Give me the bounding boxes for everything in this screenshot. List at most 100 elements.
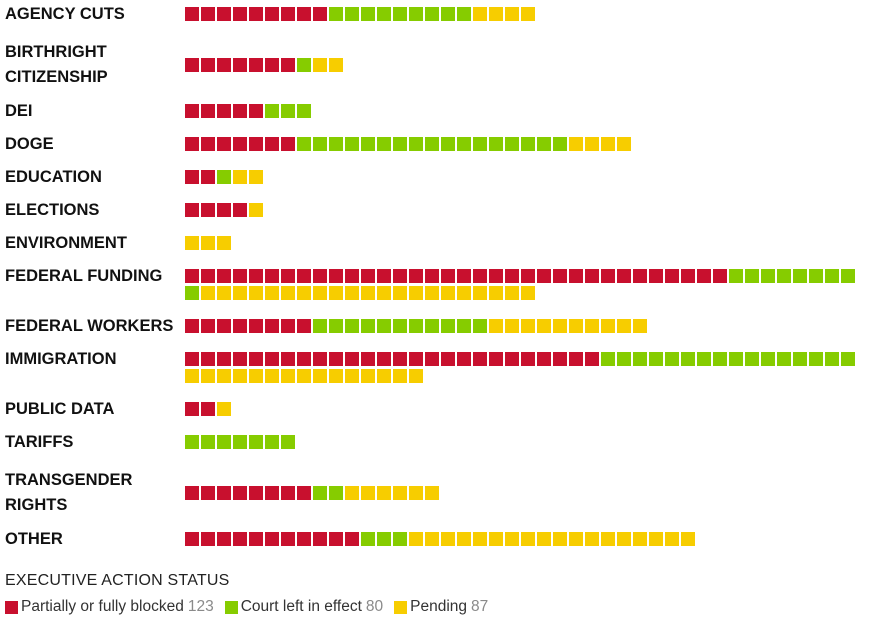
waffle-square-blocked bbox=[265, 486, 279, 500]
waffle-square-effect bbox=[761, 269, 775, 283]
waffle-square-effect bbox=[841, 352, 855, 366]
waffle-square-effect bbox=[377, 532, 391, 546]
waffle-square-effect bbox=[377, 137, 391, 151]
waffle-square-pending bbox=[489, 286, 503, 300]
waffle-square-effect bbox=[377, 7, 391, 21]
waffle-square-blocked bbox=[537, 269, 551, 283]
waffle-square-pending bbox=[473, 7, 487, 21]
waffle-square-blocked bbox=[185, 402, 199, 416]
waffle-square-blocked bbox=[281, 269, 295, 283]
waffle-square-pending bbox=[329, 58, 343, 72]
waffle-square-blocked bbox=[265, 137, 279, 151]
waffle-square-blocked bbox=[233, 58, 247, 72]
waffle-square-blocked bbox=[217, 58, 231, 72]
waffle-square-blocked bbox=[393, 269, 407, 283]
waffle-square-pending bbox=[393, 286, 407, 300]
waffle-square-blocked bbox=[665, 269, 679, 283]
waffle-square-pending bbox=[297, 286, 311, 300]
waffle-square-pending bbox=[377, 286, 391, 300]
waffle-square-blocked bbox=[233, 486, 247, 500]
waffle-square-effect bbox=[313, 137, 327, 151]
waffle-square-pending bbox=[281, 369, 295, 383]
waffle-square-pending bbox=[601, 319, 615, 333]
waffle-square-blocked bbox=[473, 352, 487, 366]
waffle-square-effect bbox=[633, 352, 647, 366]
category-label: TRANSGENDER RIGHTS bbox=[5, 468, 132, 518]
waffle-square-effect bbox=[249, 435, 263, 449]
waffle-square-blocked bbox=[249, 352, 263, 366]
waffle-square-blocked bbox=[553, 352, 567, 366]
waffle-square-blocked bbox=[697, 269, 711, 283]
waffle-square-effect bbox=[233, 435, 247, 449]
waffle-square-pending bbox=[409, 532, 423, 546]
waffle-square-pending bbox=[345, 286, 359, 300]
waffle-square-pending bbox=[281, 286, 295, 300]
waffle-square-effect bbox=[361, 137, 375, 151]
waffle-square-blocked bbox=[185, 352, 199, 366]
waffle-square-blocked bbox=[233, 104, 247, 118]
waffle-square-pending bbox=[217, 369, 231, 383]
waffle-square-pending bbox=[521, 286, 535, 300]
waffle-square-blocked bbox=[441, 352, 455, 366]
waffle-square-effect bbox=[393, 319, 407, 333]
category-label: OTHER bbox=[5, 527, 63, 552]
waffle-square-blocked bbox=[297, 532, 311, 546]
waffle-square-effect bbox=[697, 352, 711, 366]
waffle-square-pending bbox=[617, 137, 631, 151]
waffle-square-pending bbox=[393, 369, 407, 383]
waffle-square-blocked bbox=[585, 269, 599, 283]
waffle-square-effect bbox=[281, 104, 295, 118]
waffle-square-pending bbox=[345, 369, 359, 383]
waffle-square-blocked bbox=[505, 352, 519, 366]
waffle-square-pending bbox=[201, 369, 215, 383]
waffle-square-pending bbox=[537, 532, 551, 546]
waffle-square-blocked bbox=[217, 203, 231, 217]
waffle-square-pending bbox=[425, 532, 439, 546]
category-label-line: TRANSGENDER bbox=[5, 471, 133, 489]
waffle-square-pending bbox=[313, 286, 327, 300]
waffle-square-effect bbox=[297, 137, 311, 151]
waffle-square-blocked bbox=[201, 7, 215, 21]
waffle-square-blocked bbox=[297, 486, 311, 500]
waffle-square-effect bbox=[409, 7, 423, 21]
waffle-square-effect bbox=[297, 104, 311, 118]
category-label: DOGE bbox=[5, 132, 54, 157]
waffle-square-blocked bbox=[265, 7, 279, 21]
waffle-square-effect bbox=[457, 7, 471, 21]
waffle-square-pending bbox=[377, 369, 391, 383]
waffle-square-pending bbox=[313, 58, 327, 72]
waffle-square-pending bbox=[681, 532, 695, 546]
waffle-square-pending bbox=[617, 319, 631, 333]
waffle-square-pending bbox=[441, 286, 455, 300]
waffle-square-pending bbox=[457, 532, 471, 546]
waffle-square-blocked bbox=[457, 269, 471, 283]
waffle-square-blocked bbox=[185, 104, 199, 118]
waffle-square-blocked bbox=[297, 269, 311, 283]
waffle-square-blocked bbox=[217, 532, 231, 546]
waffle-square-blocked bbox=[281, 352, 295, 366]
waffle-square-blocked bbox=[185, 58, 199, 72]
waffle-square-blocked bbox=[425, 352, 439, 366]
waffle-square-effect bbox=[777, 269, 791, 283]
waffle-square-blocked bbox=[489, 269, 503, 283]
waffle-square-effect bbox=[761, 352, 775, 366]
category-label-line: RIGHTS bbox=[5, 496, 68, 514]
waffle-square-pending bbox=[617, 532, 631, 546]
waffle-square-blocked bbox=[233, 203, 247, 217]
waffle-square-effect bbox=[361, 532, 375, 546]
waffle-square-pending bbox=[553, 319, 567, 333]
waffle-square-blocked bbox=[281, 7, 295, 21]
category-label-line: FEDERAL FUNDING bbox=[5, 267, 163, 285]
waffle-square-effect bbox=[729, 269, 743, 283]
waffle-square-pending bbox=[233, 369, 247, 383]
waffle-square-pending bbox=[345, 486, 359, 500]
waffle-square-blocked bbox=[313, 532, 327, 546]
waffle-square-blocked bbox=[201, 352, 215, 366]
waffle-square-effect bbox=[553, 137, 567, 151]
waffle-square-blocked bbox=[185, 7, 199, 21]
waffle-square-pending bbox=[201, 236, 215, 250]
category-label: TARIFFS bbox=[5, 430, 73, 455]
waffle-square-effect bbox=[185, 286, 199, 300]
category-label-line: EDUCATION bbox=[5, 168, 102, 186]
waffle-square-blocked bbox=[233, 532, 247, 546]
